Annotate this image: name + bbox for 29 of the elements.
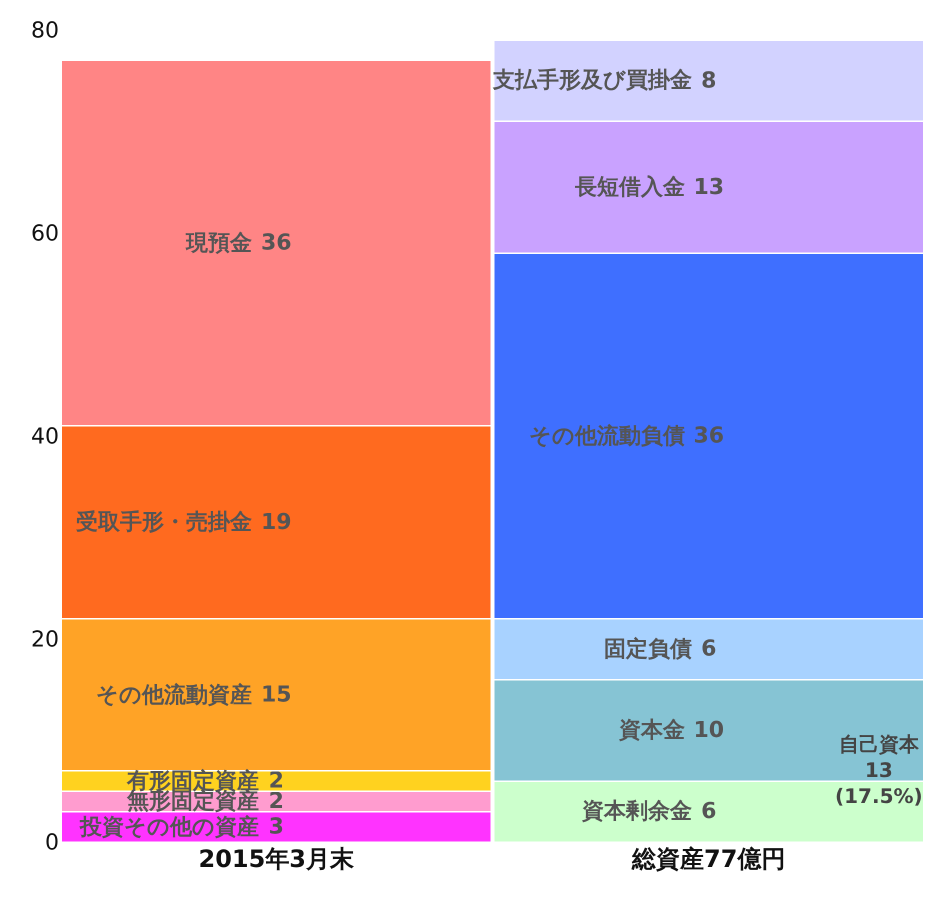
data-label: 3	[268, 814, 284, 840]
data-label: 6	[701, 799, 716, 824]
series-label: 固定負債	[604, 636, 692, 662]
data-label: 10	[693, 718, 724, 743]
series-label: 長短借入金	[574, 175, 685, 200]
data-label: 6	[701, 636, 716, 662]
y-tick-label: 40	[31, 424, 59, 450]
series-label: 支払手形及び買掛金	[492, 68, 692, 93]
y-tick-label: 60	[31, 222, 59, 247]
y-tick-label: 20	[31, 628, 59, 653]
series-label: 現預金	[185, 231, 252, 256]
series-label: 資本剰余金	[581, 799, 692, 824]
data-label: 13	[693, 174, 724, 200]
series-label: その他流動資産	[96, 682, 252, 708]
data-label: 8	[701, 68, 716, 94]
annotation: 自己資本 13 (17.5%)	[835, 732, 923, 808]
y-tick-label: 80	[31, 18, 59, 44]
data-label: 2	[268, 788, 284, 814]
series-label: 受取手形・売掛金	[76, 510, 252, 535]
series-label: その他流動負債	[529, 423, 685, 449]
series-label: 資本金	[618, 718, 685, 743]
x-tick-label: 総資産77億円	[631, 845, 786, 873]
series-label: 投資その他の資産	[79, 814, 259, 840]
data-label: 15	[260, 682, 292, 708]
data-label: 36	[693, 424, 724, 448]
data-label: 19	[260, 510, 292, 535]
data-label: 36	[260, 230, 292, 256]
x-tick-label: 2015年3月末	[198, 845, 355, 873]
y-tick-label: 0	[45, 830, 59, 856]
